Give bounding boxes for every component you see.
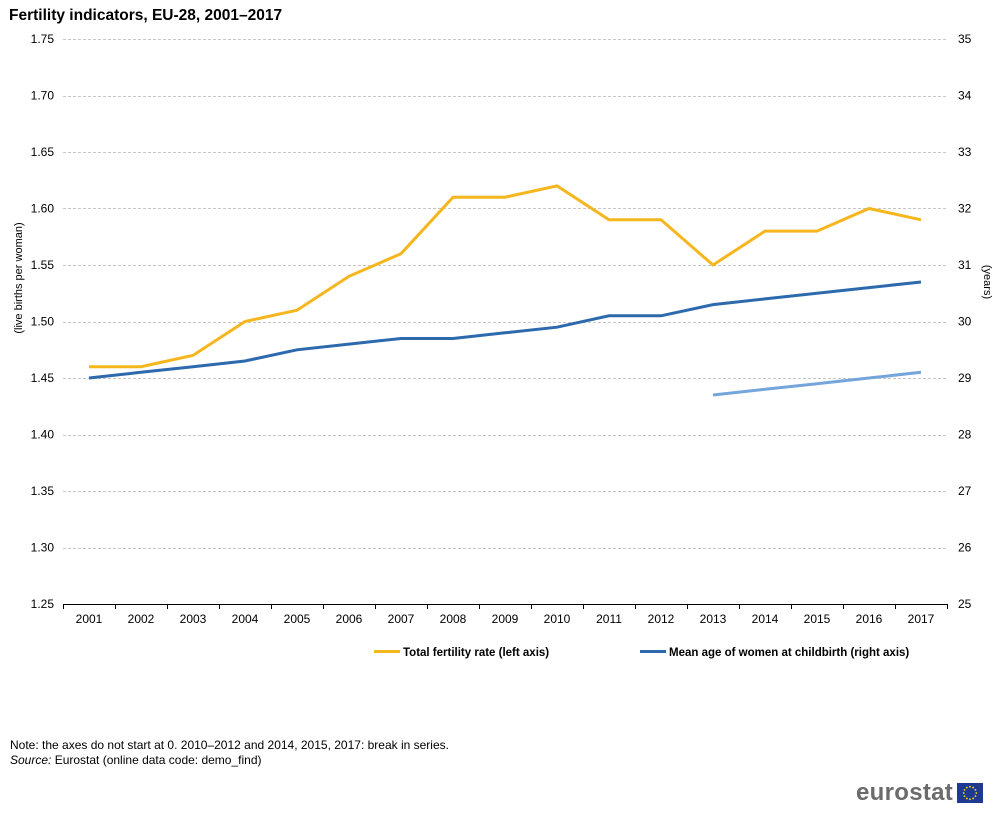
x-axis-tick-label: 2001	[76, 612, 103, 626]
flag-star	[966, 797, 968, 800]
series-lines	[88, 184, 922, 397]
right-axis-tick-label: 30	[958, 315, 972, 329]
left-axis-tick-label: 1.45	[31, 371, 55, 385]
right-axis-title: (years)	[981, 265, 993, 299]
left-axis-tick-label: 1.60	[31, 202, 55, 216]
legend-label-fertility: Total fertility rate (left axis)	[403, 647, 549, 659]
series-line-mean-age	[88, 280, 922, 380]
x-axis-tick-label: 2006	[336, 612, 363, 626]
flag-star	[974, 788, 977, 791]
source-label: Source:	[10, 753, 52, 767]
flag-star	[972, 797, 975, 800]
right-axis-tick-label: 33	[958, 145, 972, 159]
right-axis-ticks: 25 26 27 28 29 30 31 32 33 34 35	[958, 32, 972, 611]
series-line-mean-age-new	[712, 370, 922, 397]
left-axis-tick-label: 1.65	[31, 145, 55, 159]
chart-source: Source: Eurostat (online data code: demo…	[10, 753, 262, 767]
x-axis-tick-label: 2012	[648, 612, 675, 626]
x-axis-tick-label: 2017	[908, 612, 935, 626]
source-text: Eurostat (online data code: demo_find)	[51, 753, 262, 767]
left-axis-tick-label: 1.75	[31, 32, 55, 46]
x-axis-tick-label: 2007	[388, 612, 415, 626]
legend: Total fertility rate (left axis) Mean ag…	[374, 647, 909, 659]
chart-note: Note: the axes do not start at 0. 2010–2…	[10, 738, 449, 752]
flag-star	[969, 785, 971, 788]
flag-star	[966, 786, 968, 789]
right-axis-tick-label: 31	[958, 258, 972, 272]
x-axis-tick-label: 2016	[856, 612, 883, 626]
x-axis-tick-label: 2002	[128, 612, 155, 626]
flag-star	[974, 795, 977, 798]
right-axis-tick-label: 34	[958, 89, 972, 103]
left-axis-tick-label: 1.55	[31, 258, 55, 272]
flag-star	[975, 792, 978, 794]
x-axis-tick-label: 2013	[700, 612, 727, 626]
axes	[63, 604, 948, 609]
flag-star	[962, 792, 965, 794]
eurostat-logo-text: eurostat	[856, 779, 954, 806]
left-axis-tick-label: 1.50	[31, 315, 55, 329]
right-axis-tick-label: 25	[958, 597, 972, 611]
x-axis-tick-label: 2010	[544, 612, 571, 626]
x-axis-tick-label: 2014	[752, 612, 779, 626]
left-axis-tick-label: 1.70	[31, 89, 55, 103]
left-axis-tick-label: 1.35	[31, 484, 55, 498]
grid-lines	[63, 39, 947, 549]
series-line-fertility	[89, 184, 922, 369]
right-axis-tick-label: 29	[958, 371, 972, 385]
left-axis-tick-label: 1.25	[31, 597, 55, 611]
eurostat-logo[interactable]: eurostat	[856, 779, 984, 806]
left-axis-tick-label: 1.30	[31, 541, 55, 555]
left-axis-tick-label: 1.40	[31, 428, 55, 442]
left-axis-ticks: 1.25 1.30 1.35 1.40 1.45 1.50 1.55 1.60 1.65 1.70…	[31, 32, 55, 611]
flag-star	[969, 798, 971, 801]
x-axis-tick-label: 2005	[284, 612, 311, 626]
x-axis-tick-label: 2015	[804, 612, 831, 626]
right-axis-tick-label: 27	[958, 484, 972, 498]
x-axis-tick-label: 2004	[232, 612, 259, 626]
x-axis-tick-label: 2003	[180, 612, 207, 626]
x-axis-tick-label: 2009	[492, 612, 519, 626]
legend-item-fertility[interactable]: Total fertility rate (left axis)	[374, 647, 549, 659]
flag-star	[963, 795, 966, 798]
x-axis-ticks: 2001 2002 2003 2004 2005 2006 2007 2008 2009 2010…	[76, 612, 935, 626]
right-axis-tick-label: 26	[958, 541, 972, 555]
x-axis-tick-label: 2008	[440, 612, 467, 626]
chart-title: Fertility indicators, EU-28, 2001–2017	[9, 7, 283, 24]
left-axis-title: (live births per woman)	[13, 222, 25, 333]
legend-label-mean-age: Mean age of women at childbirth (right a…	[669, 647, 909, 659]
right-axis-tick-label: 35	[958, 32, 972, 46]
eu-flag-icon	[957, 783, 984, 803]
flag-star	[972, 786, 975, 789]
x-axis-tick-label: 2011	[596, 612, 622, 626]
right-axis-tick-label: 28	[958, 428, 972, 442]
right-axis-tick-label: 32	[958, 202, 972, 216]
legend-item-mean-age[interactable]: Mean age of women at childbirth (right a…	[640, 647, 909, 659]
flag-star	[963, 788, 966, 791]
